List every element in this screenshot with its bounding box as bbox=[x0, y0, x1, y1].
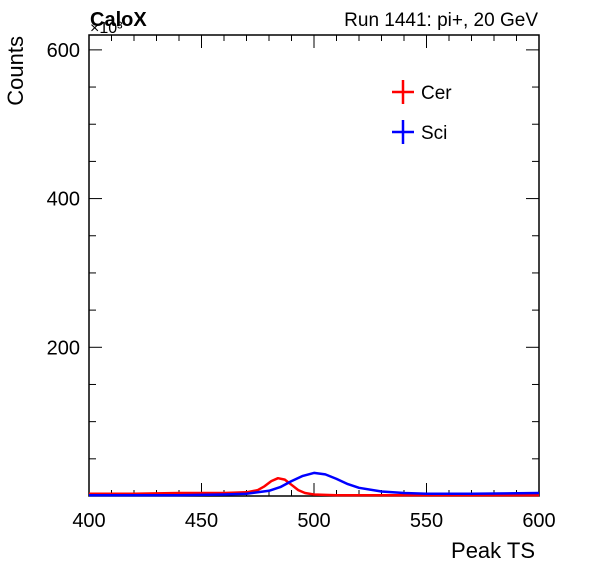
x-tick-label: 450 bbox=[185, 510, 218, 532]
legend-label: Sci bbox=[421, 123, 447, 144]
y-tick-label: 600 bbox=[47, 40, 80, 62]
x-tick-label: 500 bbox=[297, 510, 330, 532]
legend-label: Cer bbox=[421, 83, 452, 104]
legend-entry-cer: Cer bbox=[392, 80, 452, 104]
x-tick-label: 600 bbox=[522, 510, 555, 532]
x-tick-label: 400 bbox=[72, 510, 105, 532]
plot-frame bbox=[88, 34, 540, 497]
y-exponent-label: ×10³ bbox=[90, 20, 123, 37]
series-layer bbox=[89, 471, 540, 497]
y-tick-label: 200 bbox=[47, 337, 80, 359]
series-line-cer bbox=[89, 476, 539, 497]
axis-ticks bbox=[88, 35, 540, 497]
y-axis-label: Counts bbox=[3, 36, 28, 106]
legend: Cer Sci bbox=[392, 80, 452, 144]
x-axis-label: Peak TS bbox=[451, 538, 535, 563]
tick-labels: 400 450 500 550 600 200 400 600 bbox=[47, 40, 556, 532]
y-tick-label: 400 bbox=[47, 189, 80, 211]
x-tick-label: 550 bbox=[410, 510, 443, 532]
legend-entry-sci: Sci bbox=[392, 120, 447, 144]
series-line-sci bbox=[89, 471, 540, 497]
experiment-label: CaloX bbox=[90, 9, 147, 31]
run-label: Run 1441: pi+, 20 GeV bbox=[344, 10, 538, 31]
